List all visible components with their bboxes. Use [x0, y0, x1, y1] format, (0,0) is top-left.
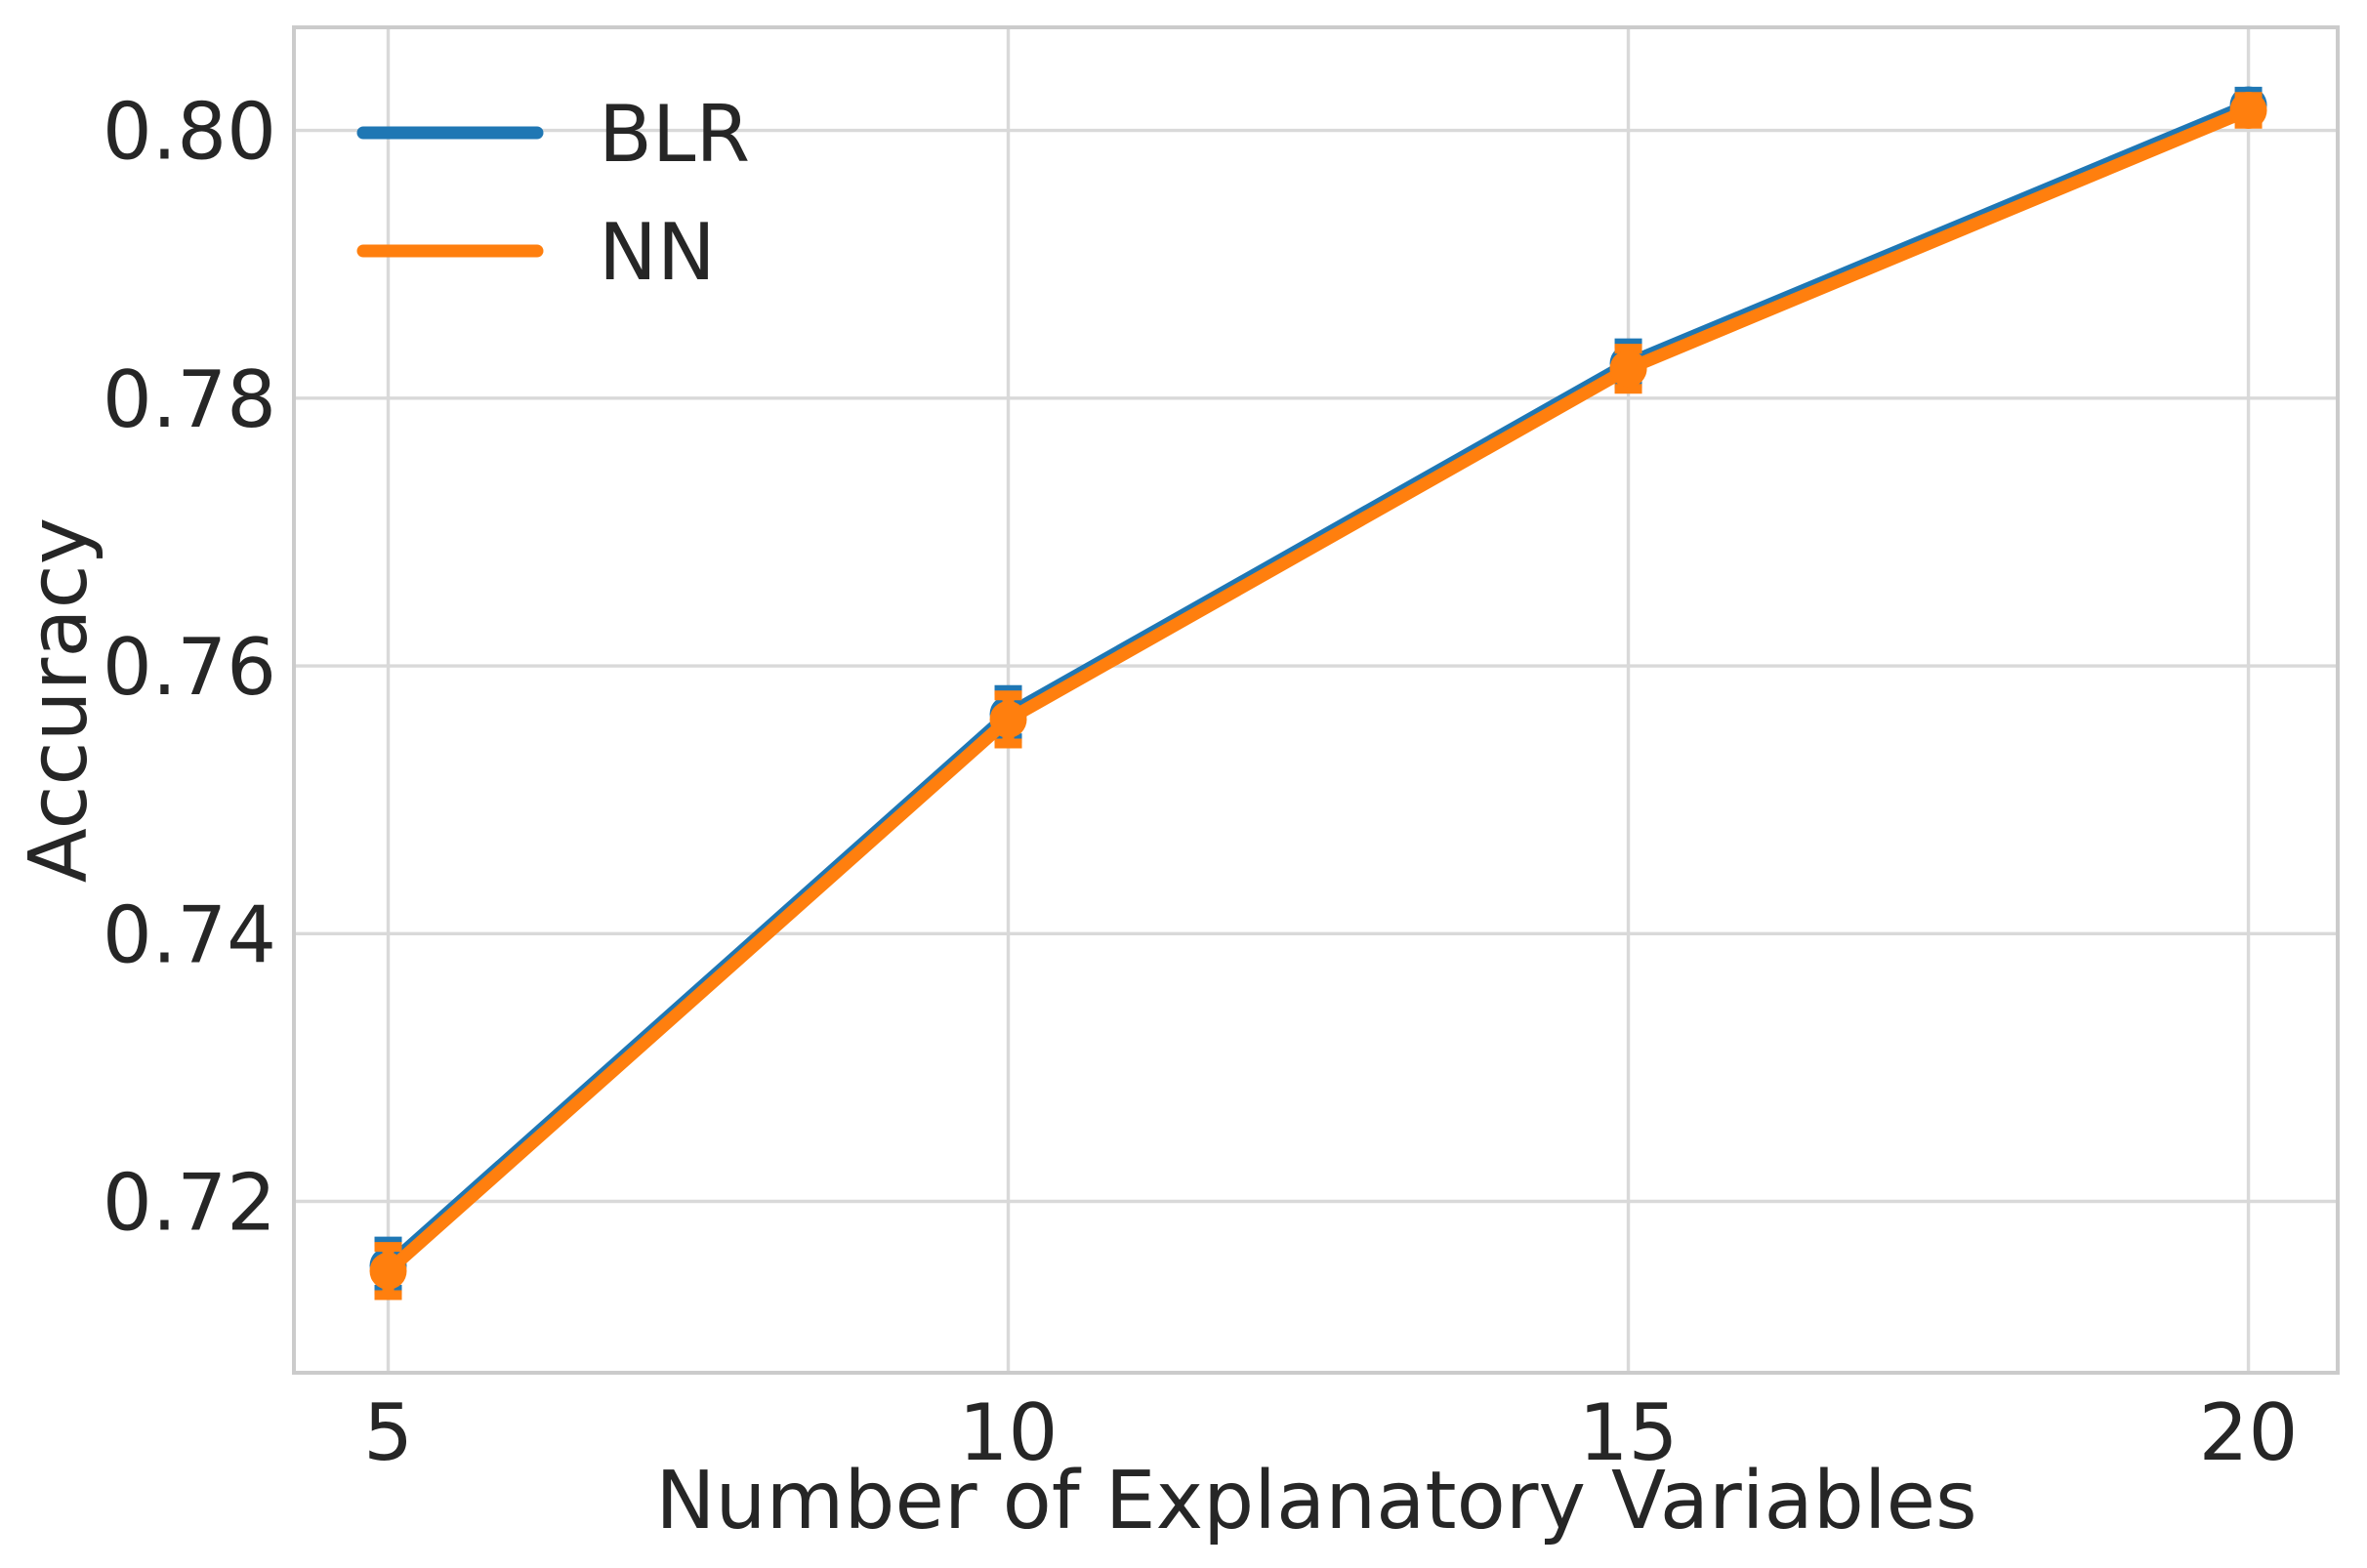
- data-point-marker: [2229, 92, 2267, 130]
- x-axis-label: Number of Explanatory Variables: [655, 1455, 1977, 1547]
- x-tick-label: 15: [1579, 1387, 1679, 1478]
- tick-layer: 0.72 0.74 0.76 0.78 0.80 5 10 15 20: [103, 87, 2299, 1478]
- y-tick-label: 0.72: [103, 1157, 276, 1248]
- y-tick-label: 0.78: [103, 354, 276, 445]
- legend: BLR NN: [356, 89, 750, 298]
- series-layer: [369, 86, 2267, 1300]
- x-tick-label: 20: [2199, 1387, 2299, 1478]
- data-point-marker: [989, 700, 1027, 738]
- legend-label: BLR: [599, 89, 750, 180]
- y-tick-label: 0.74: [103, 889, 276, 980]
- series-nn: [369, 92, 2267, 1300]
- x-tick-label: 5: [363, 1387, 413, 1478]
- y-tick-label: 0.80: [103, 87, 276, 178]
- plot-area-border: [292, 25, 2340, 1375]
- x-tick-label: 10: [959, 1387, 1059, 1478]
- y-tick-label: 0.76: [103, 622, 276, 713]
- series-line-nn: [382, 103, 2256, 1278]
- y-axis-label: Accuracy: [13, 517, 105, 883]
- grid-layer: [292, 25, 2340, 1375]
- data-point-marker: [1609, 350, 1647, 388]
- legend-label: NN: [599, 207, 716, 298]
- data-point-marker: [369, 1252, 407, 1290]
